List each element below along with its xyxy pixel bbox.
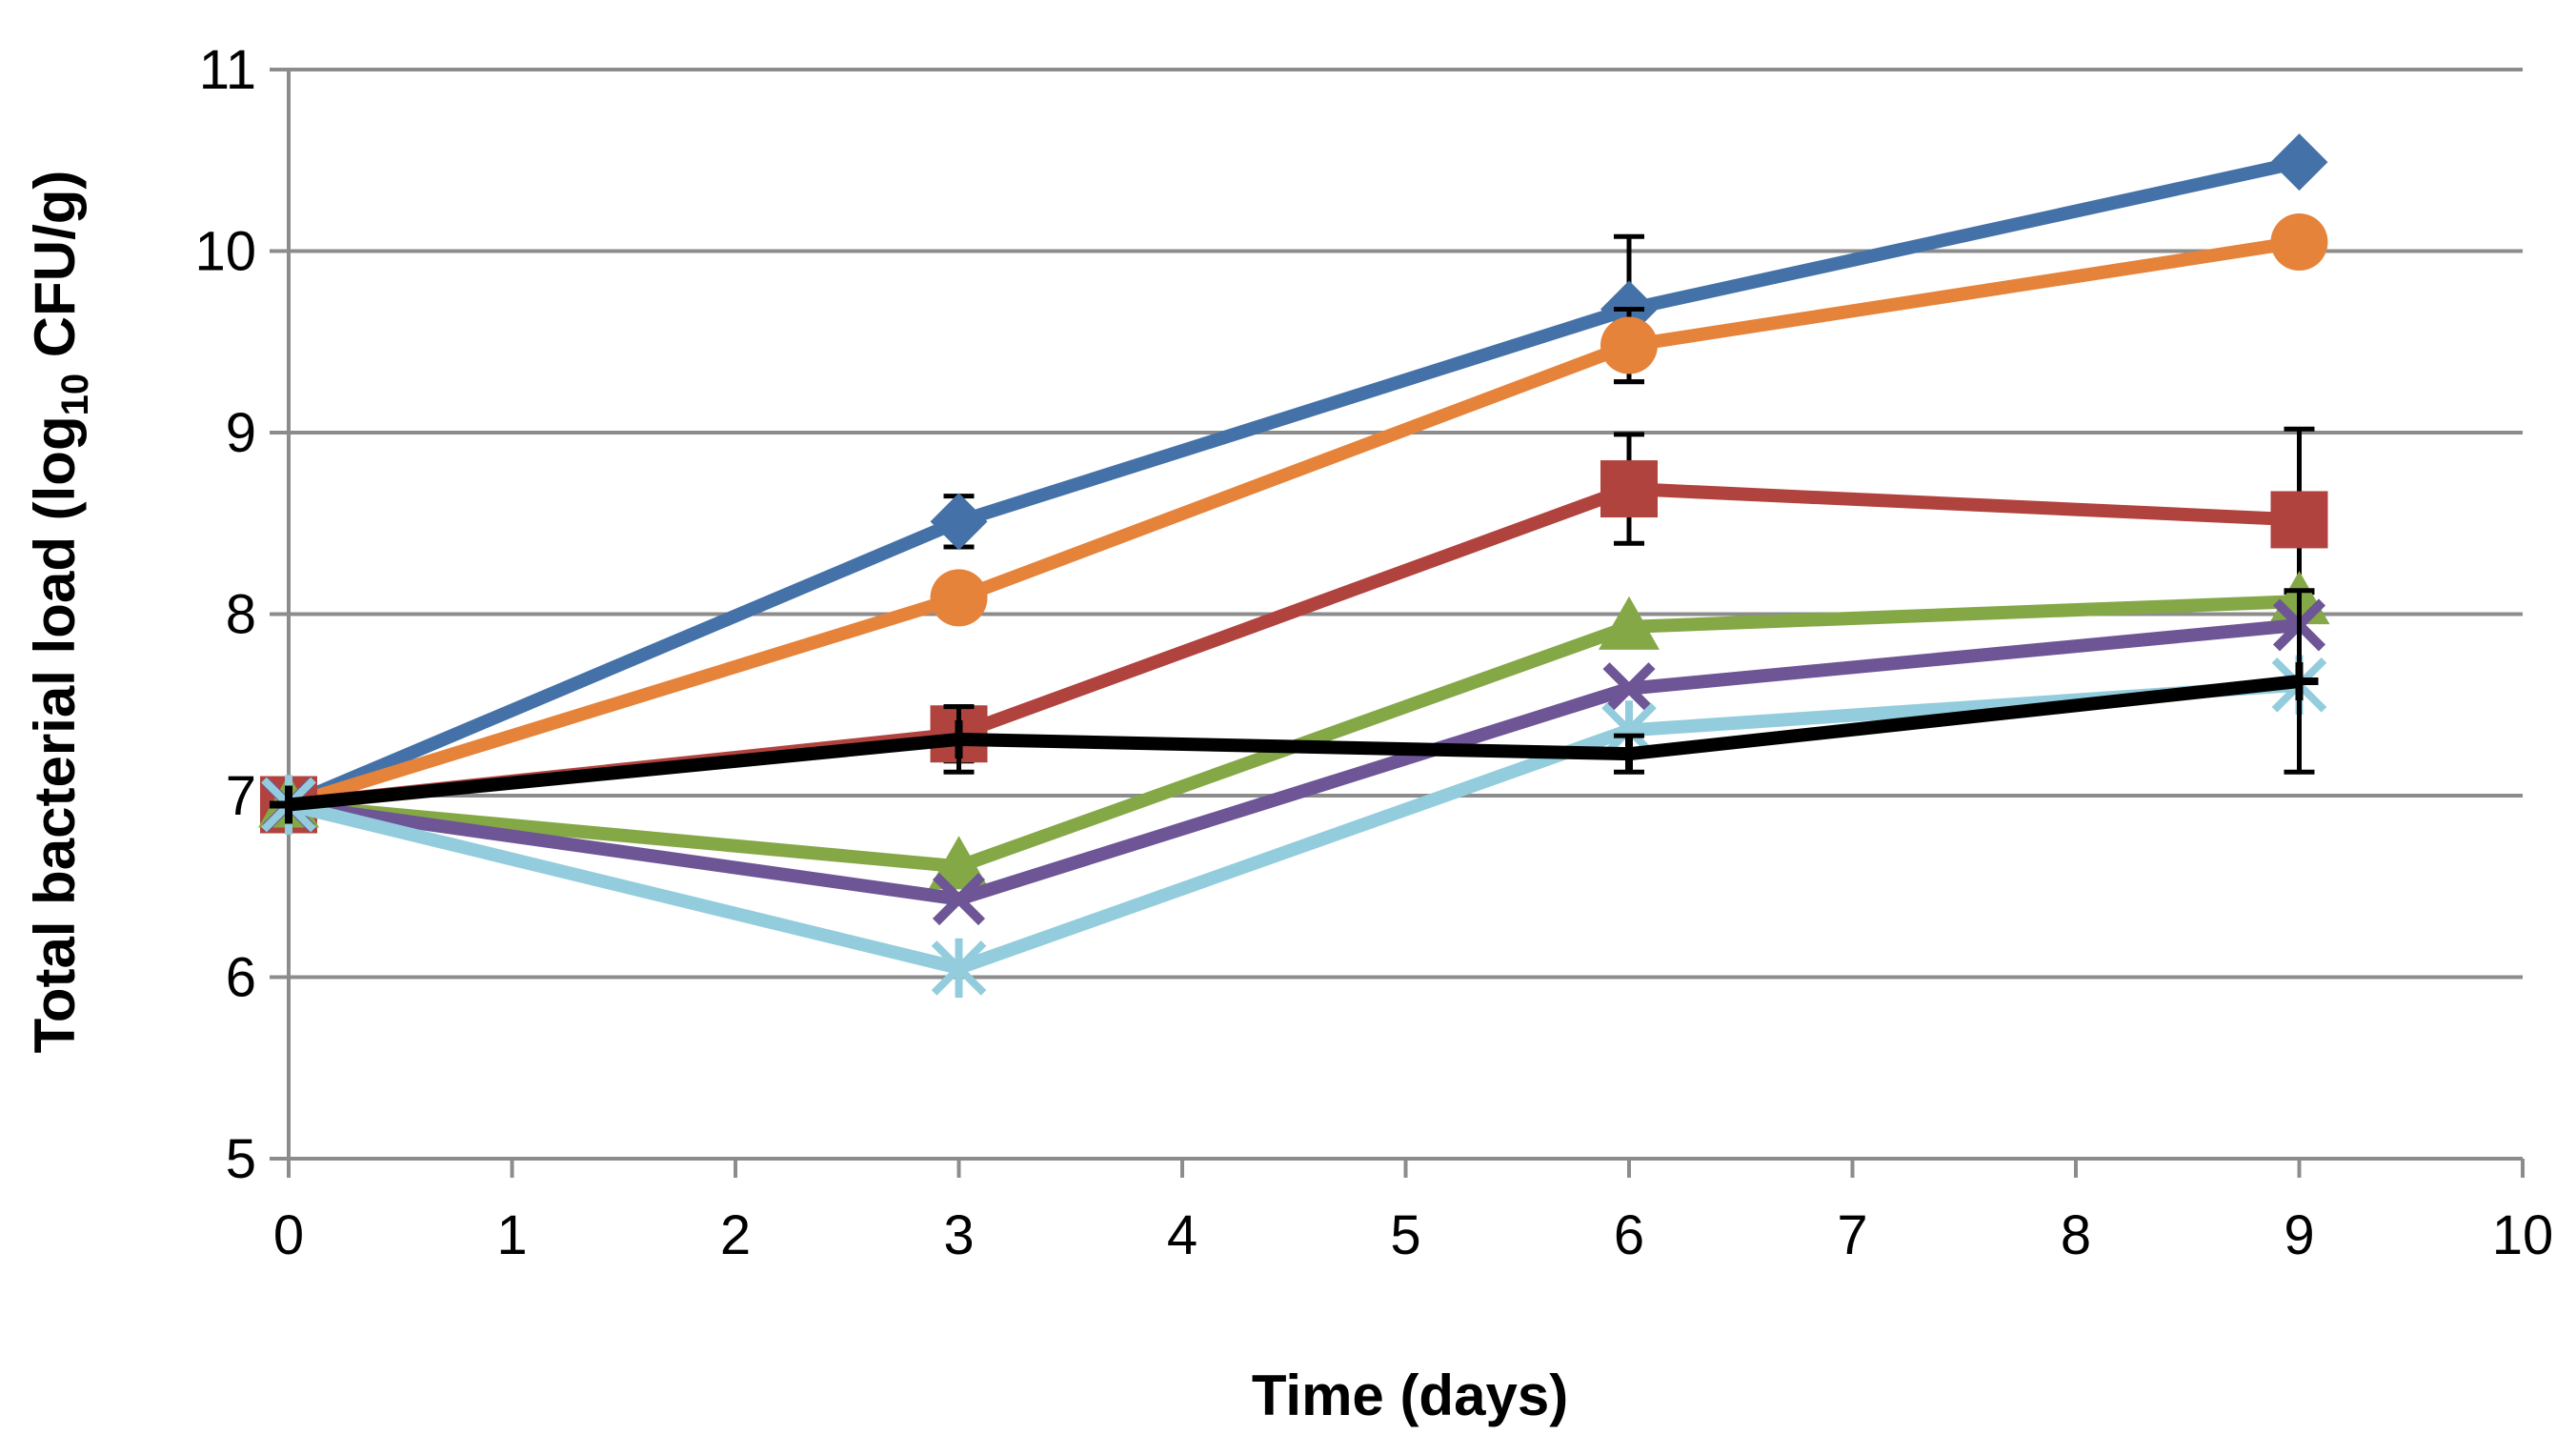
y-axis-title: Total bacterial load (log10 CFU/g) [23, 171, 96, 1054]
series-black-plus [270, 588, 2319, 824]
x-tick-label-1: 1 [496, 1204, 527, 1266]
point-red-square-6 [1600, 460, 1658, 518]
point-purple-x-6 [1602, 662, 1656, 716]
point-blue-diamond-3 [930, 493, 988, 551]
x-axis-title: Time (days) [1252, 1364, 1568, 1427]
y-axis-title-main: Total bacterial load (log [23, 415, 87, 1053]
y-axis-title-subscript: 10 [54, 374, 96, 416]
point-orange-circle-6 [1600, 316, 1658, 374]
point-lightblue-star-3 [931, 938, 987, 999]
y-axis-title-tail: CFU/g) [23, 171, 87, 374]
axes [270, 68, 2525, 1178]
x-tick-label-8: 8 [2061, 1204, 2091, 1266]
x-tick-label-3: 3 [943, 1204, 974, 1266]
point-orange-circle-9 [2270, 212, 2328, 271]
point-black-plus-3 [939, 719, 978, 758]
tick-labels: 5 6 7 8 9 10 11 0 1 2 3 4 5 6 7 8 9 10 [194, 39, 2553, 1266]
x-tick-label-2: 2 [720, 1204, 751, 1266]
point-green-triangle-6 [1599, 596, 1660, 650]
point-orange-circle-3 [930, 569, 988, 627]
point-black-plus-0 [270, 785, 308, 824]
series-line-lightblue-star [287, 677, 2300, 975]
series-line-black-plus [288, 675, 2301, 812]
grid-lines [289, 68, 2523, 980]
x-tick-label-6: 6 [1614, 1204, 1644, 1266]
y-tick-label-8: 8 [226, 584, 256, 646]
point-blue-diamond-9 [2270, 133, 2328, 192]
x-tick-label-10: 10 [2492, 1204, 2554, 1266]
y-tick-label-7: 7 [226, 765, 256, 827]
point-purple-x-3 [932, 873, 986, 926]
x-tick-label-0: 0 [273, 1204, 304, 1266]
series-line-red-square [288, 482, 2300, 812]
point-black-plus-6 [1610, 735, 1648, 774]
point-green-triangle-3 [928, 836, 990, 890]
y-tick-label-10: 10 [194, 221, 256, 283]
x-tick-label-7: 7 [1837, 1204, 1867, 1266]
y-tick-label-9: 9 [226, 402, 256, 464]
y-tick-label-5: 5 [226, 1128, 256, 1190]
x-tick-label-4: 4 [1167, 1204, 1197, 1266]
series-line-orange-circle [286, 235, 2301, 812]
series-line-purple-x [288, 617, 2301, 906]
series-blue-diamond [260, 133, 2328, 834]
x-tick-label-9: 9 [2284, 1204, 2314, 1266]
y-tick-label-11: 11 [199, 39, 256, 101]
point-red-square-9 [2270, 491, 2328, 549]
data-series [258, 133, 2330, 999]
y-tick-label-6: 6 [226, 947, 256, 1009]
x-tick-label-5: 5 [1390, 1204, 1420, 1266]
series-line-green-triangle [288, 595, 2300, 874]
series-line-blue-diamond [286, 155, 2301, 811]
point-black-plus-9 [2280, 661, 2319, 700]
